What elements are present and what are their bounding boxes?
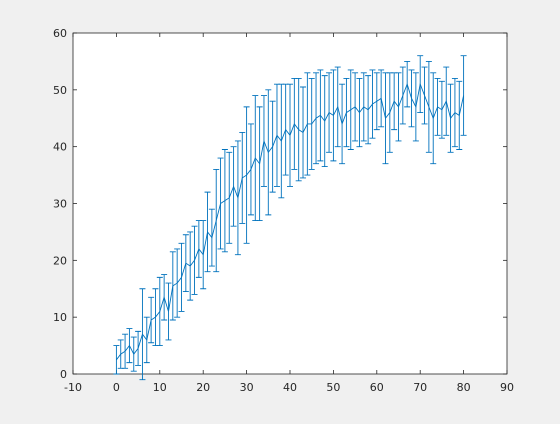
x-tick-label: -10 <box>64 381 82 394</box>
y-tick-label: 50 <box>53 84 67 97</box>
y-tick-label: 20 <box>53 254 67 267</box>
y-tick-label: 40 <box>53 141 67 154</box>
error-bar <box>460 55 467 136</box>
error-bar <box>113 345 120 375</box>
y-tick-label: 30 <box>53 198 67 211</box>
x-tick-label: 40 <box>283 381 297 394</box>
axes-box <box>72 32 508 375</box>
x-tick-label: 20 <box>196 381 210 394</box>
x-tick-label: 50 <box>326 381 340 394</box>
y-tick-label: 10 <box>53 311 67 324</box>
x-tick-label: 80 <box>457 381 471 394</box>
x-tick-label: 10 <box>153 381 167 394</box>
y-tick-label: 60 <box>53 27 67 40</box>
x-tick-label: 70 <box>413 381 427 394</box>
data-line <box>116 82 465 361</box>
x-tick-label: 90 <box>500 381 514 394</box>
x-tick-label: 30 <box>240 381 254 394</box>
x-tick-label: 60 <box>370 381 384 394</box>
y-tick-label: 0 <box>60 368 67 381</box>
x-tick-label: 0 <box>113 381 120 394</box>
